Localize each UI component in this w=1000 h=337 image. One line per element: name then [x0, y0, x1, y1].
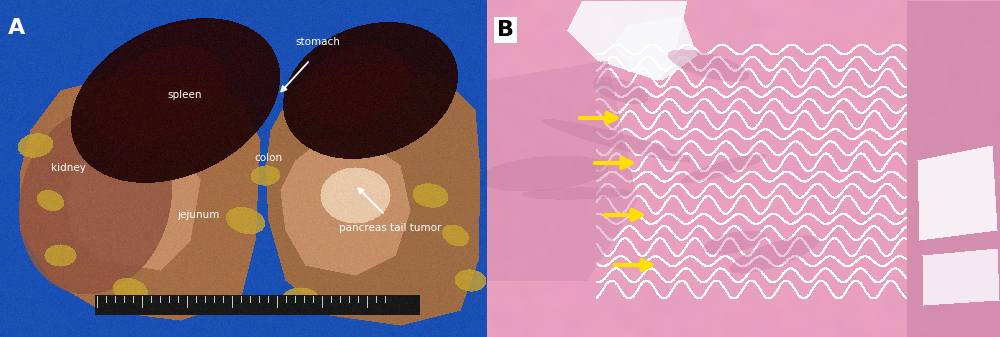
Text: jejunum: jejunum	[177, 210, 219, 220]
Text: colon: colon	[254, 153, 282, 163]
Text: A: A	[8, 18, 25, 38]
Text: B: B	[497, 20, 514, 40]
Text: pancreas tail tumor: pancreas tail tumor	[339, 223, 441, 233]
Text: kidney: kidney	[51, 163, 85, 173]
Text: stomach: stomach	[296, 37, 340, 47]
Text: spleen: spleen	[168, 90, 202, 100]
